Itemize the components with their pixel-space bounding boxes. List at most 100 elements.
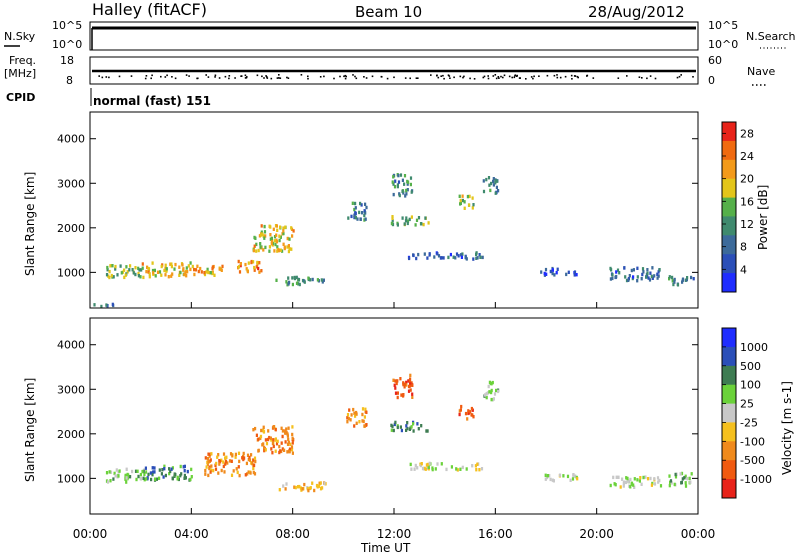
- data-cell: [291, 234, 294, 238]
- data-cell: [397, 180, 401, 184]
- data-cell: [653, 477, 656, 481]
- data-cell: [253, 244, 256, 248]
- data-cell: [611, 273, 614, 277]
- data-cell: [684, 474, 687, 478]
- nave-point: [218, 77, 221, 79]
- data-cell: [290, 247, 293, 251]
- nave-point: [98, 75, 100, 77]
- data-cell: [639, 476, 642, 480]
- data-cell: [395, 381, 398, 386]
- data-cell: [621, 477, 624, 481]
- data-cell: [406, 188, 409, 192]
- data-cell: [683, 476, 686, 480]
- data-cell: [146, 265, 149, 269]
- data-cell: [269, 225, 272, 229]
- data-cell: [546, 475, 549, 480]
- data-cell: [353, 207, 356, 212]
- nave-point: [345, 75, 347, 78]
- data-cell: [461, 194, 464, 198]
- data-cell: [421, 466, 425, 471]
- data-cell: [158, 468, 161, 472]
- colorbar-tick-label: 500: [740, 360, 761, 373]
- data-cell: [251, 461, 254, 466]
- data-cell: [257, 437, 260, 441]
- data-cell: [544, 473, 547, 477]
- data-cell: [112, 477, 115, 481]
- nave-point: [263, 77, 265, 79]
- data-cell: [247, 457, 250, 462]
- data-cell: [286, 450, 289, 454]
- data-cell: [127, 473, 130, 477]
- data-cell: [262, 425, 265, 429]
- data-cell: [210, 464, 213, 468]
- data-cell: [282, 484, 285, 488]
- data-cell: [546, 474, 549, 478]
- data-cell: [220, 468, 223, 473]
- data-cell: [291, 436, 294, 441]
- data-cell: [260, 428, 263, 433]
- data-cell: [252, 428, 255, 432]
- data-cell: [244, 473, 247, 477]
- nave-point: [352, 74, 354, 76]
- data-cell: [162, 475, 165, 479]
- data-cell: [494, 181, 497, 185]
- data-cell: [193, 267, 196, 272]
- data-cell: [364, 202, 367, 206]
- data-cell: [404, 219, 408, 223]
- data-cell: [478, 253, 481, 257]
- data-cell: [321, 486, 324, 490]
- data-cell: [405, 424, 408, 428]
- data-cell: [93, 303, 96, 307]
- data-cell: [287, 440, 290, 445]
- nave-point: [279, 77, 282, 79]
- data-cell: [303, 482, 306, 487]
- data-cell: [406, 426, 409, 431]
- data-cell: [424, 216, 427, 220]
- data-cell: [265, 441, 269, 446]
- data-cell: [212, 468, 215, 473]
- nave-point: [487, 77, 490, 80]
- data-cell: [649, 271, 652, 275]
- nave-point: [234, 77, 236, 79]
- data-cell: [651, 266, 654, 270]
- data-cell: [672, 282, 675, 287]
- x-tick-label: 04:00: [174, 527, 209, 541]
- data-cell: [674, 472, 677, 477]
- data-cell: [492, 177, 495, 181]
- data-cell: [180, 472, 183, 476]
- data-cell: [115, 468, 118, 472]
- data-cell: [412, 429, 415, 433]
- data-cell: [492, 183, 495, 187]
- data-cell: [123, 275, 126, 280]
- data-cell: [131, 469, 134, 474]
- data-cell: [256, 260, 259, 265]
- data-cell: [486, 391, 489, 395]
- data-cell: [403, 174, 407, 178]
- data-cell: [228, 459, 232, 463]
- data-cell: [210, 468, 213, 472]
- nave-point: [508, 75, 511, 78]
- nave-point: [533, 75, 535, 78]
- colorbar-segment: [722, 328, 736, 348]
- data-cell: [636, 275, 639, 279]
- data-cell: [540, 270, 543, 274]
- data-cell: [412, 422, 415, 426]
- data-cell: [641, 267, 645, 271]
- data-cell: [426, 429, 429, 433]
- data-cell: [353, 213, 356, 217]
- data-cell: [396, 395, 399, 400]
- data-cell: [268, 249, 271, 253]
- data-cell: [653, 274, 656, 278]
- data-cell: [490, 390, 493, 395]
- data-cell: [264, 448, 267, 452]
- data-cell: [263, 224, 266, 229]
- data-cell: [171, 477, 174, 481]
- data-cell: [109, 470, 113, 474]
- data-cell: [491, 398, 494, 402]
- data-cell: [458, 194, 461, 198]
- data-cell: [238, 459, 241, 464]
- data-cell: [183, 469, 186, 473]
- data-cell: [148, 275, 151, 279]
- data-cell: [239, 262, 242, 266]
- data-cell: [673, 280, 676, 284]
